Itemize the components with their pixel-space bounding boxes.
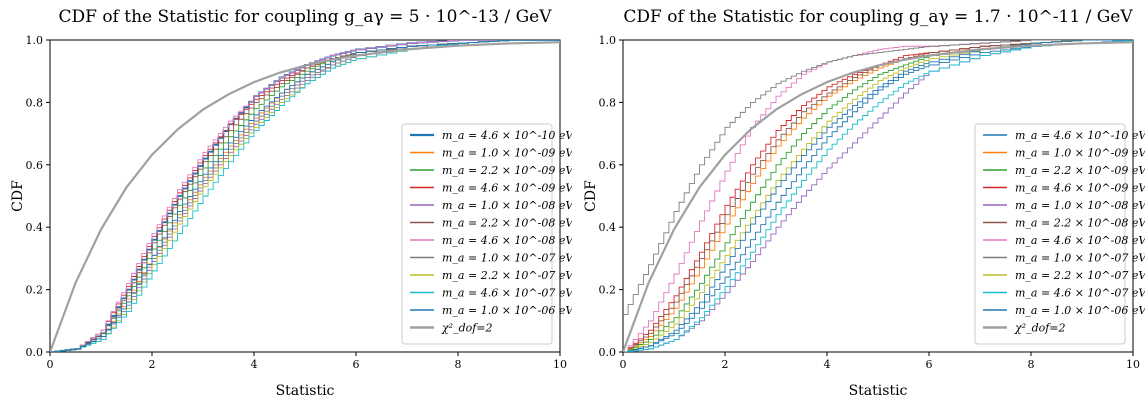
cdf-series-line — [623, 40, 1133, 316]
cdf-series-line — [623, 40, 1133, 352]
legend-entry: m_a = 1.0 × 10^-06 eV — [442, 304, 572, 317]
y-tick-label: 0.0 — [26, 346, 44, 359]
cdf-series-line — [50, 40, 560, 352]
y-tick-label: 0.2 — [26, 284, 44, 297]
chart-panel-left: CDF of the Statistic for coupling g_aγ =… — [0, 0, 572, 406]
x-axis-label: Statistic — [276, 383, 335, 399]
x-tick-label: 4 — [824, 358, 831, 371]
legend-entry: m_a = 4.6 × 10^-09 eV — [1015, 182, 1145, 195]
y-tick-label: 1.0 — [599, 34, 617, 47]
y-tick-label: 0.6 — [26, 159, 44, 172]
series-group — [50, 40, 560, 352]
x-tick-label: 10 — [553, 358, 567, 371]
legend-entry: m_a = 2.2 × 10^-07 eV — [1015, 269, 1145, 282]
chart-title: CDF of the Statistic for coupling g_aγ =… — [623, 7, 1133, 27]
legend-entry: m_a = 4.6 × 10^-09 eV — [442, 182, 572, 195]
legend-entry: m_a = 1.0 × 10^-09 eV — [442, 147, 572, 160]
y-tick-label: 0.8 — [599, 96, 617, 109]
cdf-chart-left: CDF of the Statistic for coupling g_aγ =… — [10, 7, 572, 399]
legend-entry: m_a = 1.0 × 10^-08 eV — [1015, 199, 1145, 212]
legend-entry: m_a = 4.6 × 10^-08 eV — [442, 234, 572, 247]
x-tick-label: 6 — [353, 358, 360, 371]
legend-entry: m_a = 4.6 × 10^-10 eV — [442, 129, 572, 142]
legend-entry: m_a = 4.6 × 10^-07 eV — [442, 287, 572, 300]
x-tick-label: 0 — [47, 358, 54, 371]
x-tick-label: 6 — [926, 358, 933, 371]
y-axis-label: CDF — [583, 180, 599, 212]
y-axis-label: CDF — [10, 180, 26, 212]
x-tick-label: 2 — [722, 358, 729, 371]
legend-entry: m_a = 4.6 × 10^-08 eV — [1015, 234, 1145, 247]
series-group — [623, 40, 1133, 352]
y-tick-label: 0.8 — [26, 96, 44, 109]
plot-frame — [49, 39, 561, 353]
legend-box — [974, 123, 1126, 345]
x-tick-label: 8 — [1028, 358, 1035, 371]
legend-entry: m_a = 2.2 × 10^-09 eV — [1015, 164, 1145, 177]
y-tick-label: 0.0 — [599, 346, 617, 359]
cdf-chart-right: CDF of the Statistic for coupling g_aγ =… — [583, 7, 1145, 399]
legend-entry: m_a = 1.0 × 10^-07 eV — [442, 252, 572, 265]
x-tick-label: 8 — [455, 358, 462, 371]
plot-frame — [622, 39, 1134, 353]
x-axis-label: Statistic — [849, 383, 908, 399]
cdf-series-line — [50, 40, 560, 352]
legend-entry: χ²_dof=2 — [441, 322, 493, 335]
chi2-reference-curve — [50, 41, 560, 352]
legend-entry: m_a = 2.2 × 10^-07 eV — [442, 269, 572, 282]
legend-entry: m_a = 1.0 × 10^-06 eV — [1015, 304, 1145, 317]
chart-title: CDF of the Statistic for coupling g_aγ =… — [58, 7, 552, 27]
legend-entry: m_a = 1.0 × 10^-08 eV — [442, 199, 572, 212]
chart-panel-right: CDF of the Statistic for coupling g_aγ =… — [573, 0, 1145, 406]
legend-entry: m_a = 2.2 × 10^-08 eV — [442, 217, 572, 230]
legend-entry: m_a = 2.2 × 10^-08 eV — [1015, 217, 1145, 230]
y-tick-label: 1.0 — [26, 34, 44, 47]
legend-entry: χ²_dof=2 — [1014, 322, 1066, 335]
cdf-series-line — [623, 40, 1133, 352]
y-tick-label: 0.4 — [26, 221, 44, 234]
x-tick-label: 4 — [251, 358, 258, 371]
legend-entry: m_a = 4.6 × 10^-10 eV — [1015, 129, 1145, 142]
x-tick-label: 2 — [149, 358, 156, 371]
legend-entry: m_a = 1.0 × 10^-09 eV — [1015, 147, 1145, 160]
y-tick-label: 0.2 — [599, 284, 617, 297]
y-tick-label: 0.6 — [599, 159, 617, 172]
legend-box — [401, 123, 553, 345]
legend-entry: m_a = 1.0 × 10^-07 eV — [1015, 252, 1145, 265]
cdf-series-line — [623, 40, 1133, 352]
x-tick-label: 10 — [1126, 358, 1140, 371]
x-tick-label: 0 — [620, 358, 627, 371]
cdf-series-line — [623, 40, 1133, 352]
legend-entry: m_a = 4.6 × 10^-07 eV — [1015, 287, 1145, 300]
cdf-series-line — [50, 40, 560, 352]
legend-entry: m_a = 2.2 × 10^-09 eV — [442, 164, 572, 177]
y-tick-label: 0.4 — [599, 221, 617, 234]
chi2-reference-curve — [623, 41, 1133, 352]
